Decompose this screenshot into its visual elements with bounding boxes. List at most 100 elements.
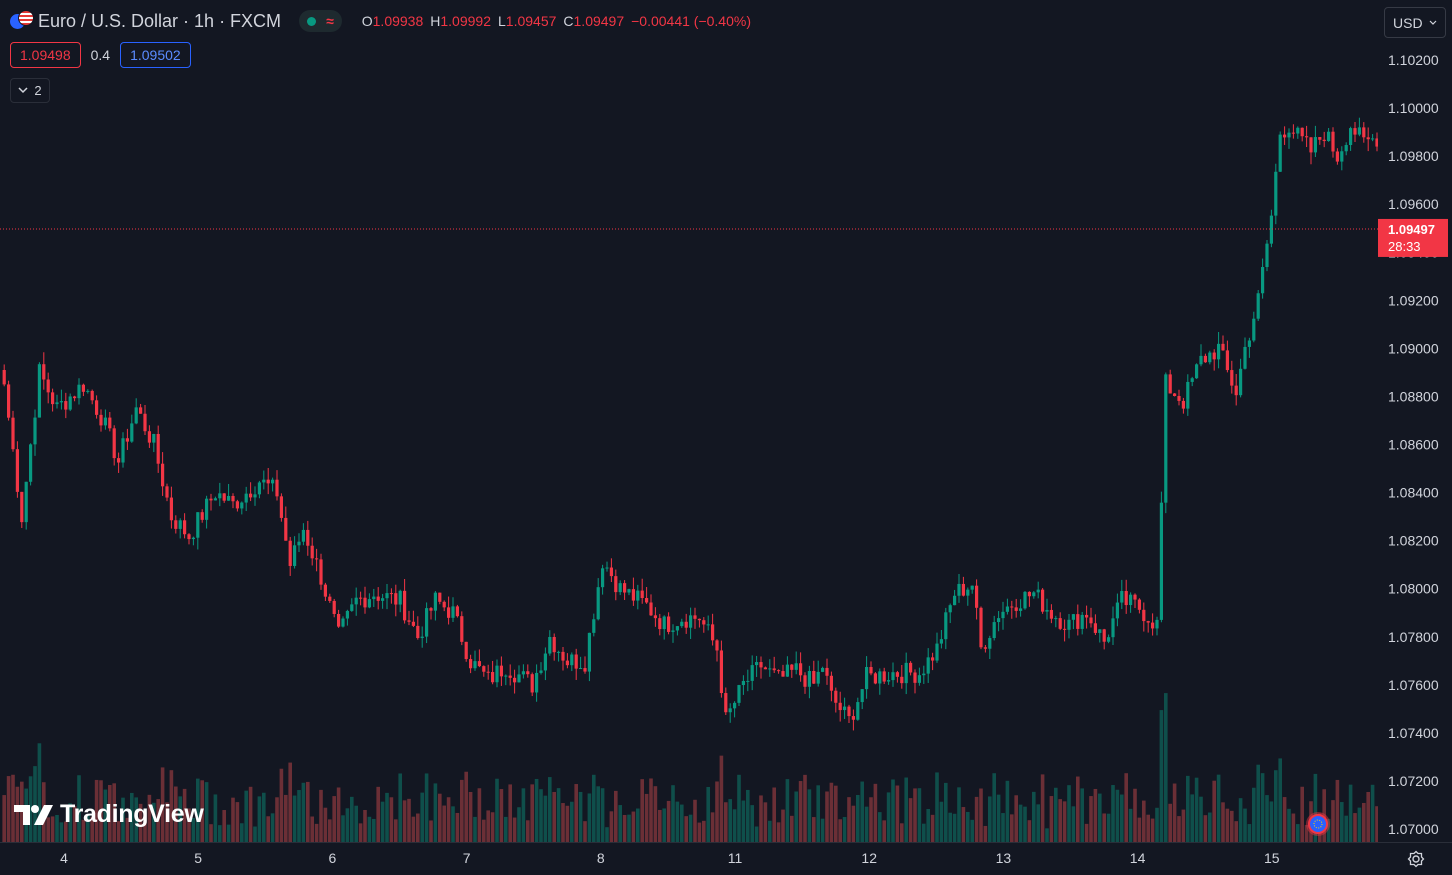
candle-body: [429, 608, 433, 611]
tradingview-logo[interactable]: TradingView: [14, 800, 204, 829]
volume-bar: [28, 776, 33, 842]
volume-bar: [952, 813, 957, 842]
volume-bar: [908, 798, 913, 842]
candle-body: [438, 592, 442, 602]
candle-body: [108, 417, 112, 429]
candle-body: [649, 602, 653, 616]
volume-bar: [204, 782, 209, 842]
currency-selector[interactable]: USD: [1384, 7, 1446, 38]
volume-bar: [970, 819, 974, 842]
volume-bar: [433, 783, 438, 842]
volume-bar: [600, 788, 605, 842]
candle-body: [711, 624, 715, 641]
candle-body: [992, 622, 996, 639]
candle-body: [1340, 151, 1344, 162]
time-tick-label: 15: [1264, 850, 1280, 866]
candle-body: [847, 706, 851, 717]
candle-body: [1186, 381, 1190, 409]
volume-bar: [724, 802, 728, 842]
volume-bar: [1265, 795, 1269, 842]
economic-event-icon[interactable]: [1305, 811, 1331, 837]
volume-bar: [402, 800, 407, 842]
candle-body: [1107, 637, 1111, 642]
candle-body: [530, 674, 534, 693]
volume-bar: [1102, 813, 1106, 842]
candle-body: [156, 433, 160, 464]
candle-body: [873, 673, 877, 684]
candle-body: [297, 541, 301, 546]
candle-body: [442, 601, 446, 608]
volume-bar: [1208, 812, 1212, 842]
chart-settings-button[interactable]: [1403, 846, 1429, 872]
volume-bar: [869, 797, 873, 842]
candle-body: [495, 665, 499, 683]
volume-bar: [570, 801, 574, 842]
symbol-title[interactable]: Euro / U.S. Dollar · 1h · FXCM: [38, 10, 282, 31]
candle-body: [359, 597, 363, 599]
volume-bar: [424, 773, 429, 842]
candle-body: [574, 654, 578, 669]
candle-body: [667, 616, 671, 632]
volume-bar: [407, 798, 411, 842]
candle-body: [103, 417, 107, 426]
volume-bar: [306, 781, 310, 842]
volume-bar: [820, 818, 825, 842]
volume-bar: [1375, 806, 1379, 842]
candle-body: [1102, 629, 1106, 642]
chevron-down-icon: [1429, 20, 1437, 25]
candle-body: [1054, 618, 1058, 620]
candle-body: [504, 675, 508, 677]
candle-body: [904, 662, 908, 684]
candle-body: [1076, 614, 1080, 629]
volume-bar: [1357, 807, 1362, 842]
candle-body: [169, 497, 173, 521]
market-status[interactable]: ≈: [299, 10, 342, 32]
volume-bar: [248, 786, 253, 842]
volume-bar: [147, 794, 152, 842]
indicators-toggle-button[interactable]: 2: [10, 78, 50, 103]
bid-ask-row: 1.09498 0.4 1.09502: [10, 42, 191, 68]
volume-bar: [411, 816, 416, 842]
candle-body: [416, 625, 420, 639]
volume-bar: [121, 797, 125, 842]
candle-body: [315, 558, 319, 560]
volume-bar: [926, 809, 930, 842]
candle-body: [1001, 611, 1005, 619]
volume-bar: [2, 795, 6, 842]
candle-body: [1093, 623, 1097, 633]
candle-body: [1041, 589, 1045, 612]
candle-body: [926, 657, 930, 674]
buy-button[interactable]: 1.09502: [120, 42, 191, 68]
time-tick-label: 11: [728, 850, 743, 866]
volume-bar: [156, 799, 160, 842]
candle-body: [689, 615, 693, 628]
candle-body: [1010, 606, 1014, 608]
volume-bar: [314, 823, 319, 842]
price-tick-label: 1.10200: [1388, 52, 1439, 68]
logo-text: TradingView: [60, 800, 204, 828]
candle-body: [249, 493, 253, 498]
candle-body: [1036, 589, 1040, 593]
volume-bar: [900, 823, 904, 842]
candle-body: [948, 605, 952, 613]
volume-bar: [746, 789, 750, 842]
volume-bar: [99, 780, 103, 842]
candle-body: [592, 619, 596, 633]
candle-body: [1313, 137, 1317, 153]
candle-body: [482, 666, 486, 672]
sell-button[interactable]: 1.09498: [10, 42, 81, 68]
high-label: H: [430, 13, 441, 29]
volume-bar: [609, 811, 614, 842]
candle-body: [7, 384, 11, 418]
close-label: C: [563, 13, 574, 29]
volume-bar: [1054, 787, 1058, 842]
volume-bar: [1348, 784, 1353, 842]
volume-bar: [983, 825, 988, 842]
price-tick-label: 1.08400: [1388, 485, 1439, 501]
volume-bar: [1133, 788, 1137, 842]
volume-bar: [86, 814, 90, 842]
candle-body: [838, 702, 842, 711]
volume-bar: [666, 800, 671, 842]
volume-bar: [262, 792, 266, 842]
